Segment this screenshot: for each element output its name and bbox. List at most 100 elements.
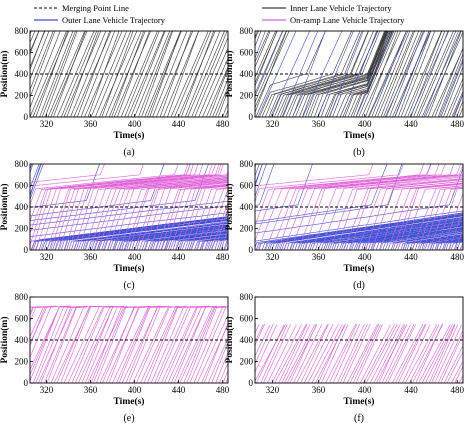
onramp-trajectory-line bbox=[365, 181, 463, 250]
onramp-trajectory-line bbox=[205, 189, 228, 250]
onramp-trajectory-line bbox=[160, 306, 208, 383]
onramp-trajectory-line bbox=[458, 374, 463, 383]
x-tick-label: 360 bbox=[84, 385, 98, 395]
onramp-trajectory-line bbox=[116, 306, 160, 383]
inner-trajectory-line bbox=[39, 31, 74, 117]
inner-trajectory-line bbox=[30, 31, 56, 99]
onramp-trajectory-line bbox=[395, 323, 426, 383]
onramp-trajectory-line bbox=[40, 164, 204, 250]
outer-trajectory-line bbox=[384, 31, 425, 117]
onramp-trajectory-line bbox=[289, 323, 317, 383]
onramp-trajectory-line bbox=[255, 324, 264, 343]
onramp-trajectory-line bbox=[113, 178, 228, 250]
y-tick-label: 800 bbox=[240, 292, 254, 302]
onramp-trajectory-line bbox=[271, 324, 302, 383]
onramp-trajectory-line bbox=[210, 201, 228, 250]
y-tick-label: 800 bbox=[15, 159, 29, 169]
inner-trajectory-line bbox=[144, 31, 181, 117]
onramp-trajectory-line bbox=[128, 179, 228, 250]
x-tick-label: 440 bbox=[404, 385, 418, 395]
inner-trajectory-line bbox=[302, 31, 386, 117]
onramp-trajectory-line bbox=[63, 306, 111, 383]
onramp-trajectory-line bbox=[255, 324, 271, 357]
x-tick-label: 480 bbox=[216, 252, 230, 262]
trajectories bbox=[30, 305, 228, 383]
outer-trajectory-line bbox=[68, 221, 228, 250]
onramp-trajectory-line bbox=[300, 323, 329, 383]
onramp-trajectory-line bbox=[170, 306, 217, 383]
inner-trajectory-line bbox=[30, 31, 40, 53]
inner-trajectory-line bbox=[30, 31, 67, 117]
inner-trajectory-line bbox=[451, 90, 463, 117]
outer-trajectory-line bbox=[257, 31, 297, 117]
legend: Merging Point Line Inner Lane Vehicle Tr… bbox=[34, 3, 405, 25]
inner-trajectory-line bbox=[255, 31, 326, 117]
x-axis-label: Time(s) bbox=[344, 130, 375, 141]
inner-trajectory-line bbox=[124, 31, 160, 117]
onramp-trajectory-line bbox=[304, 323, 334, 383]
y-axis-label: Position(m) bbox=[224, 317, 235, 364]
x-tick-label: 480 bbox=[450, 385, 464, 395]
inner-trajectory-line bbox=[224, 109, 228, 117]
x-tick-label: 320 bbox=[40, 385, 54, 395]
panel-a: 320 360 400 440 480 0 200 400 600 800 Time(s) Posit… bbox=[0, 26, 230, 158]
onramp-trajectory-line bbox=[378, 324, 406, 383]
x-tick-label: 360 bbox=[84, 119, 98, 129]
onramp-trajectory-line bbox=[311, 175, 463, 250]
onramp-trajectory-line bbox=[93, 306, 136, 383]
panel-label: (a) bbox=[123, 147, 134, 158]
x-axis-label: Time(s) bbox=[114, 396, 145, 407]
inner-trajectory-line bbox=[389, 31, 424, 117]
x-tick-label: 400 bbox=[128, 119, 142, 129]
inner-trajectory-line bbox=[386, 31, 423, 117]
onramp-trajectory-line bbox=[421, 323, 454, 383]
outer-trajectory-line bbox=[456, 241, 463, 250]
outer-trajectory-line bbox=[255, 164, 267, 198]
onramp-trajectory-line bbox=[184, 185, 228, 250]
y-tick-label: 800 bbox=[15, 26, 29, 36]
outer-trajectory-line bbox=[289, 217, 463, 250]
inner-trajectory-line bbox=[268, 31, 369, 117]
outer-trajectory-line bbox=[255, 167, 463, 235]
panel-f: 320 360 400 440 480 0 200 400 600 800 Time(s) Posit… bbox=[224, 292, 464, 424]
outer-trajectory-line bbox=[30, 164, 41, 198]
outer-trajectory-line bbox=[43, 217, 228, 250]
y-tick-label: 200 bbox=[240, 224, 254, 234]
y-tick-label: 400 bbox=[15, 335, 29, 345]
onramp-trajectory-line bbox=[321, 324, 349, 383]
outer-trajectory-line bbox=[104, 225, 228, 250]
inner-trajectory-line bbox=[159, 31, 192, 117]
y-tick-label: 0 bbox=[24, 112, 29, 122]
inner-trajectory-line bbox=[101, 31, 134, 117]
onramp-trajectory-line bbox=[307, 323, 339, 383]
outer-trajectory-line bbox=[255, 164, 263, 188]
onramp-trajectory-line bbox=[290, 164, 463, 250]
onramp-trajectory-line bbox=[67, 305, 115, 383]
inner-trajectory-line bbox=[41, 31, 76, 117]
outer-trajectory-line bbox=[223, 239, 228, 250]
onramp-trajectory-line bbox=[136, 306, 181, 383]
onramp-trajectory-line bbox=[256, 324, 285, 383]
y-tick-label: 0 bbox=[24, 245, 29, 255]
onramp-trajectory-line bbox=[409, 324, 440, 383]
inner-trajectory-line bbox=[187, 31, 225, 117]
onramp-trajectory-line bbox=[405, 324, 438, 383]
x-axis-label: Time(s) bbox=[344, 263, 375, 274]
onramp-trajectory-line bbox=[30, 306, 45, 317]
outer-trajectory-line bbox=[123, 227, 228, 250]
onramp-trajectory-line bbox=[222, 369, 228, 383]
y-tick-label: 600 bbox=[15, 48, 29, 58]
onramp-trajectory-line bbox=[454, 365, 463, 383]
inner-trajectory-line bbox=[274, 31, 374, 117]
inner-trajectory-line bbox=[181, 31, 215, 117]
y-axis-label: Position(m) bbox=[224, 184, 235, 231]
y-axis-label: Position(m) bbox=[0, 317, 10, 364]
y-tick-label: 400 bbox=[240, 335, 254, 345]
x-tick-label: 320 bbox=[266, 119, 280, 129]
y-tick-label: 200 bbox=[15, 357, 29, 367]
outer-trajectory-line bbox=[255, 31, 266, 59]
onramp-trajectory-line bbox=[186, 306, 228, 383]
x-tick-label: 360 bbox=[84, 252, 98, 262]
inner-trajectory-line bbox=[458, 106, 463, 117]
onramp-trajectory-line bbox=[320, 176, 463, 250]
